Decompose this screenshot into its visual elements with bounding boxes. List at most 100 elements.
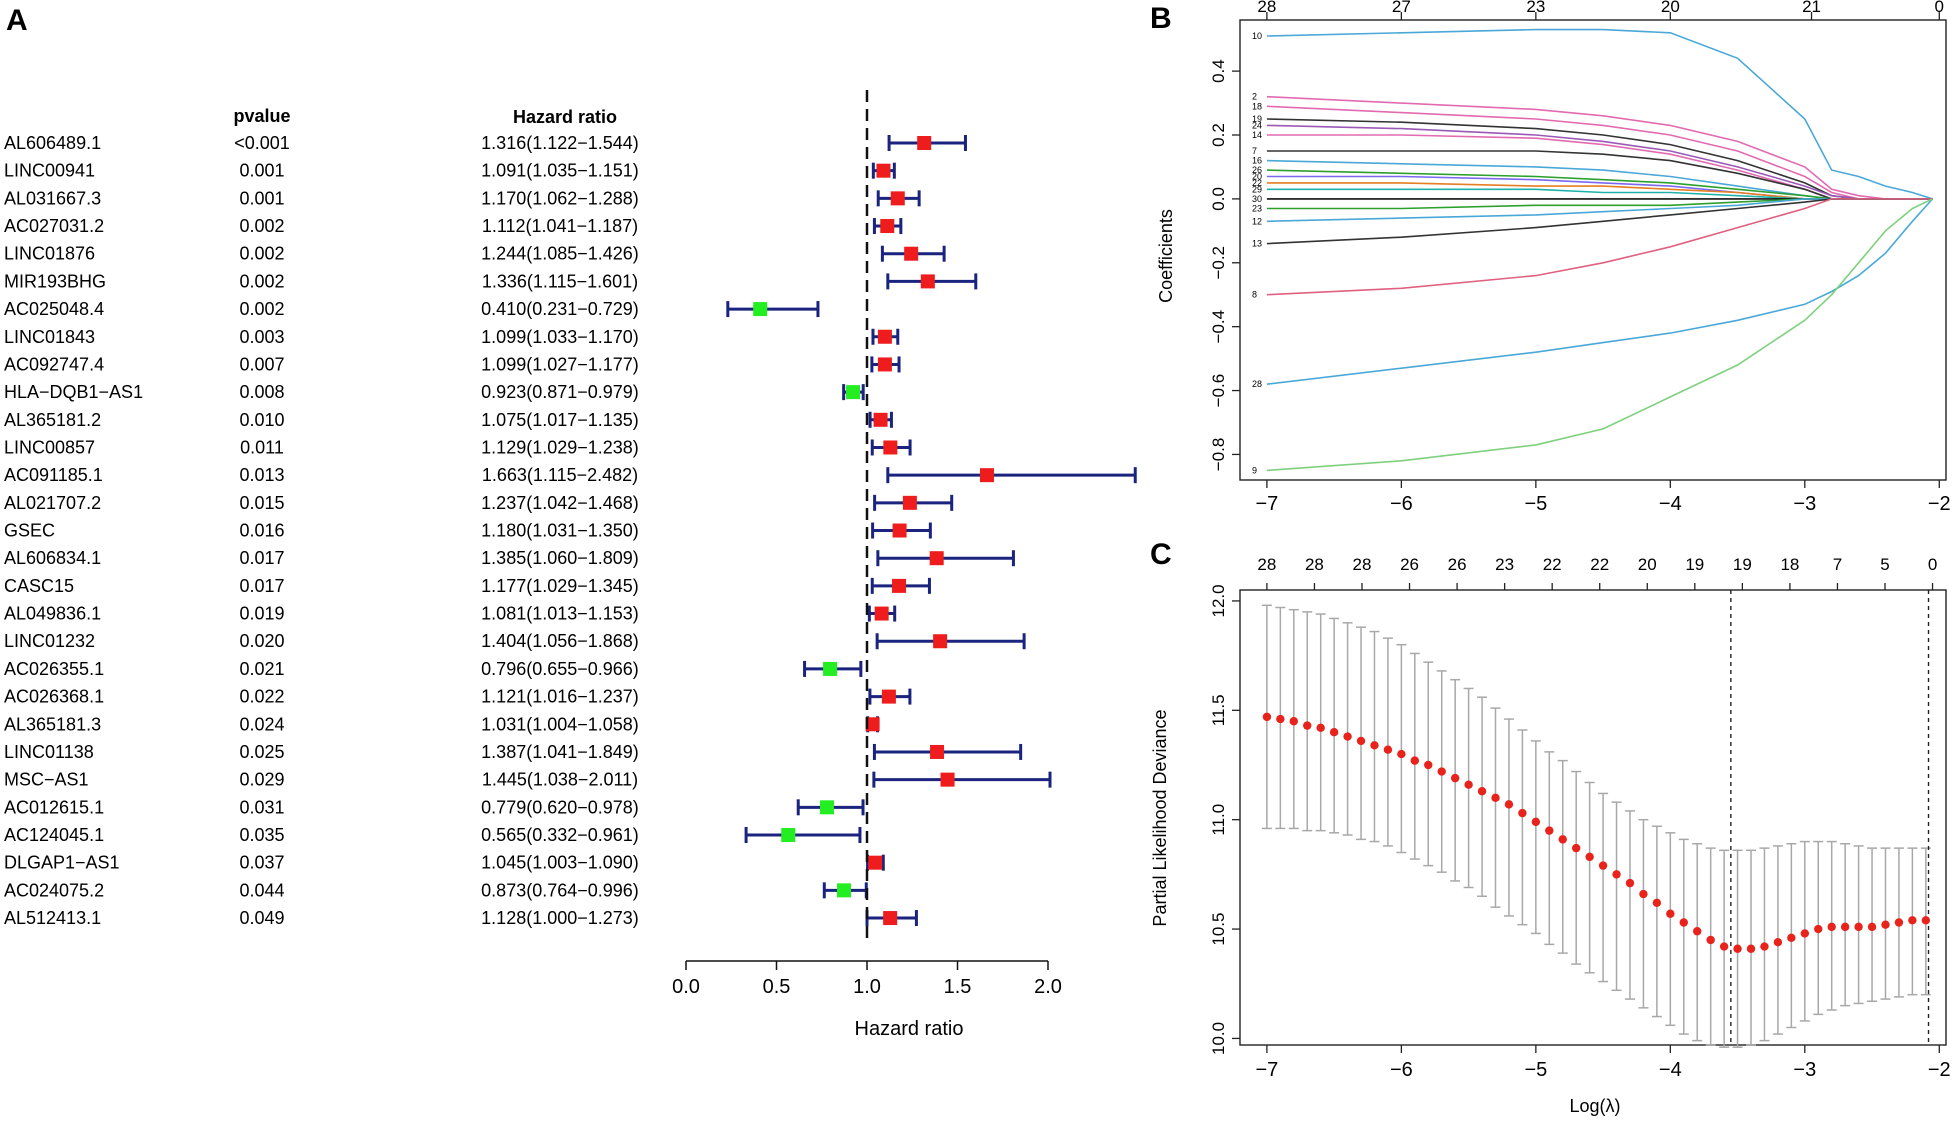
coef-x-tick-label: −6 <box>1390 493 1413 515</box>
gene-label: LINC01232 <box>4 631 95 651</box>
hazard-ratio-value: 1.091(1.035−1.151) <box>481 161 639 181</box>
cv-top-tick-label: 7 <box>1833 555 1842 574</box>
hazard-ratio-value: 1.445(1.038−2.011) <box>482 770 638 790</box>
hr-point <box>781 828 796 842</box>
gene-label: AC025048.4 <box>4 299 104 319</box>
coef-line-label: 18 <box>1252 101 1262 111</box>
cv-point <box>1746 944 1756 953</box>
pvalue-value: 0.019 <box>239 604 284 624</box>
pvalue-value: 0.003 <box>239 327 284 347</box>
coef-frame <box>1239 19 1947 481</box>
coef-line-label: 13 <box>1252 239 1262 249</box>
coef-line-label: 9 <box>1252 465 1257 475</box>
coef-line-label: 19 <box>1252 114 1262 124</box>
cv-point <box>1303 721 1312 730</box>
pvalue-value: 0.015 <box>239 493 284 513</box>
hr-point <box>874 606 889 621</box>
forest-x-tick-label: 1.0 <box>853 976 881 998</box>
cv-point <box>1854 922 1863 932</box>
cv-point <box>1666 909 1675 918</box>
coef-line-label: 10 <box>1252 31 1262 41</box>
pvalue-value: 0.017 <box>239 548 284 568</box>
gene-label: DLGAP1−AS1 <box>4 853 120 873</box>
pvalue-value: 0.011 <box>240 437 284 457</box>
panel-c-label: C <box>1150 538 1172 571</box>
hr-point <box>873 412 888 427</box>
pvalue-value: 0.002 <box>239 216 284 236</box>
hr-point <box>883 440 898 455</box>
cv-point <box>1531 817 1541 827</box>
coef-x-tick-label: −5 <box>1524 493 1547 515</box>
hazard-ratio-header: Hazard ratio <box>513 107 617 127</box>
cv-x-label: Log(λ) <box>1569 1096 1620 1116</box>
coef-path <box>1266 105 1933 200</box>
pvalue-value: 0.049 <box>239 908 284 928</box>
gene-label: AC027031.2 <box>4 216 104 236</box>
pvalue-value: 0.002 <box>239 299 284 319</box>
cv-point <box>1625 878 1635 888</box>
cv-y-label: Partial Likelihood Deviance <box>1150 709 1170 926</box>
gene-label: AC024075.2 <box>4 880 104 900</box>
cv-top-tick-label: 23 <box>1495 555 1514 574</box>
gene-label: GSEC <box>4 521 55 541</box>
cv-point <box>1545 826 1554 835</box>
hazard-ratio-value: 0.565(0.332−0.961) <box>481 825 639 845</box>
cv-y-tick-label: 11.5 <box>1209 694 1228 726</box>
hazard-ratio-value: 0.923(0.871−0.979) <box>481 382 639 402</box>
pvalue-value: 0.002 <box>239 271 284 291</box>
pvalue-value: 0.044 <box>239 880 284 900</box>
gene-label: AC026355.1 <box>4 659 104 679</box>
coef-path <box>1266 198 1933 472</box>
hazard-ratio-value: 1.663(1.115−2.482) <box>482 465 638 485</box>
cv-point <box>1518 808 1527 818</box>
forest-x-tick-label: 2.0 <box>1034 976 1062 998</box>
cv-axes: −7 −6 −5 −4 −3 −2 10.0 10.5 11.0 11.5 12.0 28 28 28 26… <box>1209 555 1951 1081</box>
hazard-ratio-value: 0.796(0.655−0.966) <box>481 659 639 679</box>
cv-x-tick-label: −7 <box>1255 1059 1278 1081</box>
cv-point <box>1356 736 1366 746</box>
cv-x-tick-label: −2 <box>1928 1059 1951 1081</box>
pvalue-value: 0.010 <box>239 410 284 430</box>
cv-x-tick-label: −5 <box>1524 1059 1547 1081</box>
cv-point <box>1773 937 1783 947</box>
forest-rows: AL606489.1 <0.001 1.316(1.122−1.544) LINC00… <box>4 133 639 928</box>
cv-point <box>1585 852 1594 862</box>
gene-label: LINC01843 <box>4 327 95 347</box>
cv-point <box>1558 835 1567 844</box>
cv-top-tick-label: 5 <box>1880 555 1889 574</box>
hr-point <box>877 357 892 372</box>
cv-point <box>1652 898 1662 908</box>
hazard-ratio-value: 1.387(1.041−1.849) <box>481 742 639 762</box>
gene-label: AL031667.3 <box>4 188 101 208</box>
cv-point <box>1289 717 1298 726</box>
gene-label: AL365181.3 <box>4 714 101 734</box>
gene-label: AL512413.1 <box>4 908 101 928</box>
cv-point <box>1343 732 1352 741</box>
cv-y-tick-label: 10.5 <box>1209 913 1228 946</box>
cv-point <box>1598 861 1608 870</box>
hr-point <box>980 468 995 483</box>
hr-point <box>823 661 838 676</box>
coef-y-label: Coefficients <box>1156 209 1176 303</box>
cv-point <box>1733 944 1742 953</box>
hr-point <box>917 136 932 150</box>
gene-label: AL606834.1 <box>4 548 101 568</box>
pvalue-value: 0.007 <box>239 354 284 374</box>
pvalue-value: <0.001 <box>234 133 290 153</box>
hr-point <box>753 302 768 317</box>
forest-marks <box>726 90 1137 942</box>
coef-path <box>1266 28 1933 200</box>
hazard-ratio-value: 0.779(0.620−0.978) <box>481 797 639 817</box>
hr-point <box>881 689 896 704</box>
cv-point <box>1639 889 1648 899</box>
coef-top-tick-label: 23 <box>1526 0 1545 16</box>
cv-top-tick-label: 28 <box>1353 555 1372 574</box>
cv-point <box>1262 712 1272 722</box>
hazard-ratio-value: 1.177(1.029−1.345) <box>481 576 639 596</box>
coef-path <box>1266 169 1933 200</box>
gene-label: AL049836.1 <box>4 604 101 624</box>
forest-x-tick-label: 0.5 <box>763 976 791 998</box>
coef-y-tick-label: −0.2 <box>1209 246 1228 280</box>
hr-point <box>846 385 861 400</box>
cv-top-tick-label: 19 <box>1685 555 1704 574</box>
